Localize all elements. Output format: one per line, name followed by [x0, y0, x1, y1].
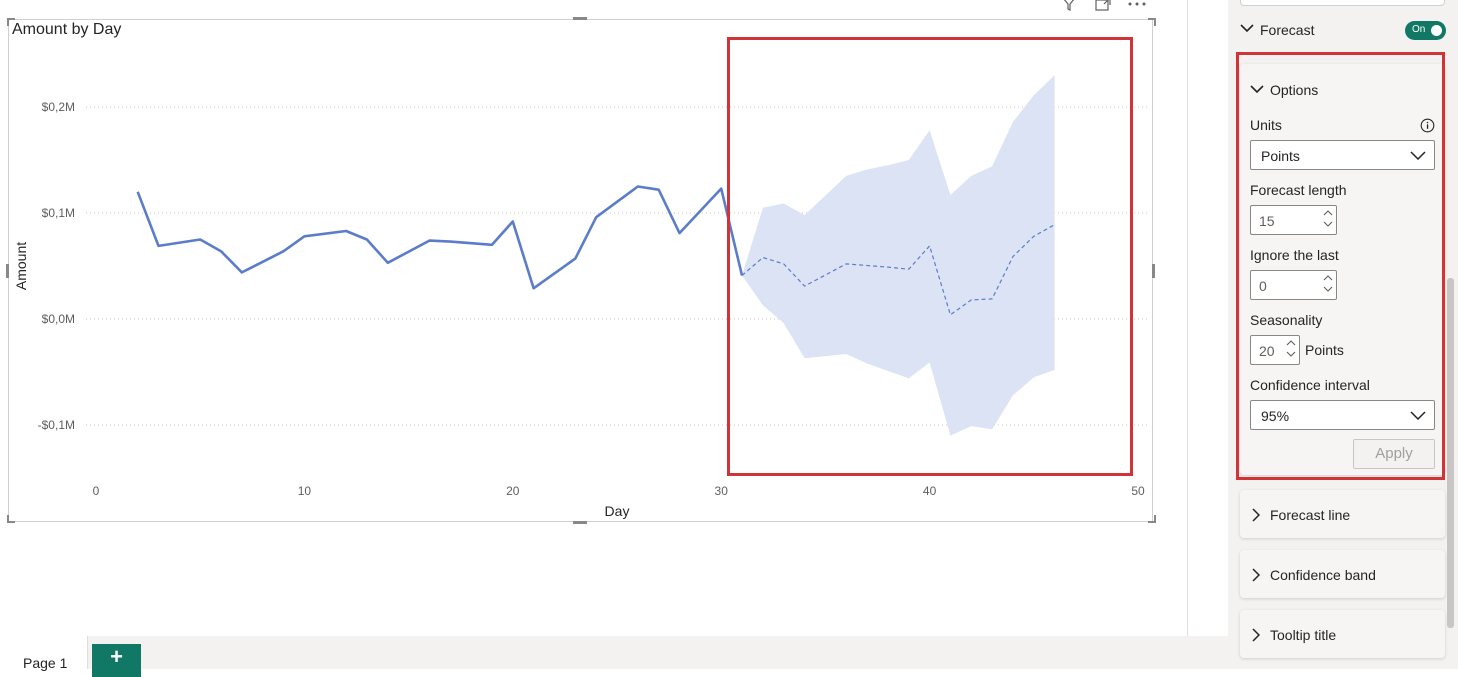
x-tick-label: 50 — [1131, 484, 1145, 498]
chevron-down-icon — [1410, 151, 1426, 160]
y-tick-label: $0,0M — [42, 312, 75, 326]
ignore-last-value: 0 — [1259, 278, 1267, 294]
toggle-label: On — [1412, 24, 1426, 35]
forecast-line-section[interactable]: Forecast line — [1240, 490, 1445, 538]
visual-header-toolbar — [1058, 0, 1148, 14]
section-label: Confidence band — [1270, 567, 1376, 583]
y-tick-label: $0,1M — [42, 206, 75, 220]
add-page-button[interactable]: + — [92, 644, 141, 677]
page-tab[interactable]: Page 1 — [0, 636, 88, 671]
forecast-toggle[interactable]: On — [1405, 21, 1446, 40]
confidence-interval-dropdown[interactable]: 95% — [1250, 400, 1435, 430]
toggle-knob — [1431, 25, 1442, 36]
info-icon[interactable] — [1420, 118, 1435, 133]
chevron-down-icon[interactable] — [1323, 221, 1333, 228]
previous-section-card — [1240, 0, 1445, 6]
resize-handle[interactable] — [7, 18, 15, 20]
report-canvas: Amount by Day $0,2M $0,1M $0,0M -$0,1M 0 10 20… — [6, 0, 1188, 636]
resize-handle[interactable] — [1154, 18, 1156, 26]
resize-handle[interactable] — [1154, 515, 1156, 523]
units-label: Units — [1250, 117, 1282, 133]
chart-plot: $0,2M $0,1M $0,0M -$0,1M 0 10 20 30 40 50 Day Amoun… — [13, 75, 1150, 519]
forecast-section-header[interactable]: Forecast On — [1240, 19, 1446, 41]
seasonality-unit: Points — [1305, 342, 1344, 358]
x-tick-label: 30 — [715, 484, 729, 498]
apply-button[interactable]: Apply — [1353, 439, 1435, 469]
units-dropdown[interactable]: Points — [1250, 140, 1435, 170]
chevron-right-icon — [1252, 508, 1260, 522]
ignore-last-label: Ignore the last — [1250, 247, 1339, 263]
chevron-down-icon[interactable] — [1323, 286, 1333, 293]
resize-handle[interactable] — [7, 18, 9, 26]
x-axis-title: Day — [605, 503, 630, 519]
seasonality-value: 20 — [1259, 343, 1275, 359]
resize-handle[interactable] — [1148, 521, 1156, 523]
chevron-right-icon — [1252, 628, 1260, 642]
resize-handle[interactable] — [573, 17, 587, 20]
forecast-length-stepper[interactable]: 15 — [1250, 205, 1337, 235]
forecast-line — [741, 224, 1055, 316]
chart-title: Amount by Day — [12, 21, 122, 38]
units-value: Points — [1261, 148, 1300, 164]
actual-line — [136, 185, 744, 290]
forecast-length-value: 15 — [1259, 213, 1275, 229]
options-highlight-box — [1236, 52, 1445, 480]
confidence-interval-value: 95% — [1261, 408, 1290, 424]
section-label: Tooltip title — [1270, 627, 1337, 643]
confidence-interval-label: Confidence interval — [1250, 377, 1370, 393]
resize-handle[interactable] — [573, 521, 587, 524]
chevron-down-icon — [1240, 24, 1254, 33]
confidence-band — [742, 75, 1055, 436]
chevron-down-icon — [1410, 411, 1426, 420]
resize-handle[interactable] — [7, 521, 15, 523]
x-tick-label: 10 — [298, 484, 312, 498]
page-tab-label: Page 1 — [23, 655, 68, 671]
x-tick-label: 40 — [923, 484, 937, 498]
y-tick-label: -$0,1M — [38, 418, 75, 432]
seasonality-label: Seasonality — [1250, 312, 1323, 328]
tooltip-title-section[interactable]: Tooltip title — [1240, 610, 1445, 658]
resize-handle[interactable] — [6, 264, 9, 278]
format-pane: Forecast On Options Units Points Forecas… — [1228, 0, 1458, 669]
resize-handle[interactable] — [1148, 18, 1156, 20]
forecast-highlight-box — [727, 37, 1133, 476]
x-tick-label: 0 — [93, 484, 100, 498]
x-tick-label: 20 — [506, 484, 520, 498]
y-tick-label: $0,2M — [42, 100, 75, 114]
options-card: Options Units Points Forecast length 15 … — [1240, 64, 1445, 475]
chevron-down-icon[interactable] — [1286, 351, 1296, 358]
more-options-icon[interactable] — [1126, 0, 1148, 14]
resize-handle[interactable] — [7, 515, 9, 523]
options-header[interactable]: Options — [1270, 82, 1319, 98]
filter-icon[interactable] — [1058, 0, 1080, 14]
ignore-last-stepper[interactable]: 0 — [1250, 270, 1337, 300]
pane-scrollbar[interactable] — [1447, 278, 1454, 628]
page-tabs-bar: Page 1 + — [0, 636, 1228, 677]
forecast-length-label: Forecast length — [1250, 182, 1347, 198]
focus-mode-icon[interactable] — [1092, 0, 1114, 14]
resize-handle[interactable] — [1152, 264, 1155, 278]
confidence-band-section[interactable]: Confidence band — [1240, 550, 1445, 598]
chevron-up-icon[interactable] — [1323, 209, 1333, 216]
chevron-up-icon[interactable] — [1286, 339, 1296, 346]
y-axis-title: Amount — [13, 242, 29, 290]
chevron-down-icon[interactable] — [1250, 84, 1264, 94]
seasonality-stepper[interactable]: 20 — [1250, 335, 1300, 365]
chevron-right-icon — [1252, 568, 1260, 582]
chevron-up-icon[interactable] — [1323, 274, 1333, 281]
forecast-label: Forecast — [1260, 22, 1315, 38]
section-label: Forecast line — [1270, 507, 1351, 523]
